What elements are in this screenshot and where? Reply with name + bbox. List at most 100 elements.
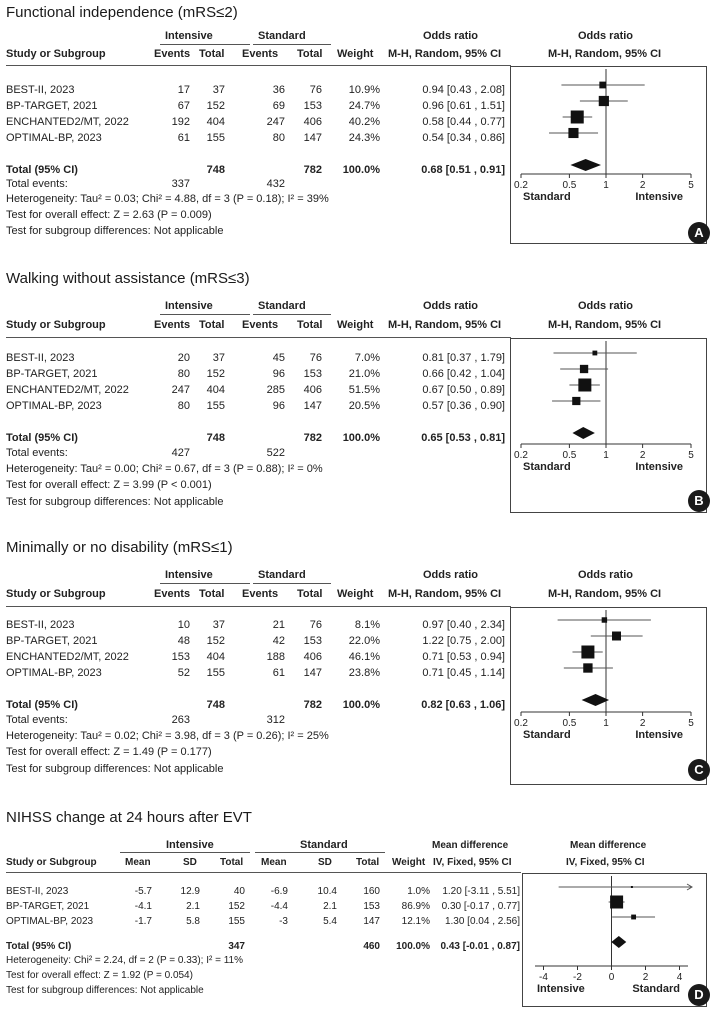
col-events-2: Events [242, 588, 279, 600]
x-tick-label: 0.2 [514, 180, 528, 191]
total-1: 155 [206, 667, 225, 679]
forest-plot-frame: -4 -2 0 2 4 Intensive Standard [522, 873, 707, 1007]
col-total-2: Total [297, 319, 323, 331]
total-2: 153 [303, 100, 322, 112]
study-name: BP-TARGET, 2021 [6, 100, 98, 112]
heterogeneity: Heterogeneity: Tau² = 0.02; Chi² = 3.98,… [6, 730, 329, 742]
estimate-ci: 0.97 [0.40 , 2.34] [422, 619, 505, 631]
x-tick-label: 4 [677, 972, 683, 983]
total-2: 147 [363, 916, 380, 927]
study-marker [631, 914, 637, 920]
study-marker [579, 364, 589, 374]
col-effect-method: M-H, Random, 95% CI [388, 319, 502, 331]
x-tick-label: 2 [640, 450, 646, 461]
weight: 20.5% [348, 400, 380, 412]
events-2: 45 [272, 352, 285, 364]
study-marker [581, 645, 595, 659]
forest-plot: 0.2 0.5 1 2 5 Standard Intensive [514, 610, 694, 741]
study-name: BEST-II, 2023 [6, 352, 75, 364]
col-study: Study or Subgroup [6, 588, 106, 600]
plot-effect-method: M-H, Random, 95% CI [548, 319, 662, 331]
events-2: 21 [272, 619, 285, 631]
total-1: 37 [212, 84, 225, 96]
total-events-2: 522 [266, 447, 285, 459]
weight: 1.0% [407, 886, 430, 897]
total-n1: 748 [206, 164, 225, 176]
col-total-2: Total [297, 588, 323, 600]
study-marker [601, 617, 608, 623]
events-2: 285 [266, 384, 285, 396]
weight: 40.2% [348, 116, 380, 128]
overall-effect: Test for overall effect: Z = 3.99 (P < 0… [6, 479, 212, 491]
total-estimate-ci: 0.65 [0.53 , 0.81] [421, 432, 505, 444]
events-2: 247 [266, 116, 285, 128]
events-2: 42 [272, 635, 285, 647]
study-name: BP-TARGET, 2021 [6, 368, 98, 380]
group2-header: Standard [300, 839, 348, 851]
total-weight: 100.0% [342, 164, 380, 176]
header-bottom-rule [6, 337, 511, 338]
forest-plot: 0.2 0.5 1 2 5 Standard Intensive [514, 69, 694, 203]
forest-plot: 0.2 0.5 1 2 5 Standard Intensive [514, 341, 694, 473]
total-n2: 782 [303, 432, 322, 444]
col-weight: Weight [337, 319, 374, 331]
panel-badge: D [688, 984, 710, 1006]
total-events-1: 427 [171, 447, 190, 459]
events-1: 67 [177, 100, 190, 112]
group2-header: Standard [258, 300, 306, 312]
total-2: 406 [303, 651, 322, 663]
header-rule-2 [253, 314, 331, 315]
total-1: 152 [228, 901, 245, 912]
forest-panel-d: NIHSS change at 24 hours after EVT Inten… [0, 806, 716, 1009]
mean-2: -3 [279, 916, 288, 927]
col-sd-2: SD [318, 857, 332, 868]
study-marker [568, 127, 579, 139]
events-1: 48 [177, 635, 190, 647]
col-total-2: Total [297, 48, 323, 60]
total-weight: 100.0% [342, 432, 380, 444]
total-estimate-ci: 0.82 [0.63 , 1.06] [421, 699, 505, 711]
total-weight: 100.0% [342, 699, 380, 711]
study-name: ENCHANTED2/MT, 2022 [6, 651, 129, 663]
sd-2: 2.1 [323, 901, 337, 912]
weight: 86.9% [401, 901, 430, 912]
group1-header: Intensive [166, 839, 214, 851]
col-study: Study or Subgroup [6, 319, 106, 331]
total-estimate-ci: 0.43 [-0.01 , 0.87] [440, 941, 521, 952]
total-1: 155 [206, 132, 225, 144]
estimate-ci: 0.57 [0.36 , 0.90] [422, 400, 505, 412]
total-events-2: 432 [266, 178, 285, 190]
estimate-ci: 0.58 [0.44 , 0.77] [422, 116, 505, 128]
total-2: 76 [309, 352, 322, 364]
total-2: 147 [303, 132, 322, 144]
study-marker [599, 81, 607, 89]
plot-effect-method: M-H, Random, 95% CI [548, 48, 662, 60]
study-marker [598, 95, 609, 107]
events-1: 20 [177, 352, 190, 364]
weight: 46.1% [348, 651, 380, 663]
study-name: OPTIMAL-BP, 2023 [6, 916, 94, 927]
study-name: BP-TARGET, 2021 [6, 901, 90, 912]
forest-plot: -4 -2 0 2 4 Intensive Standard [535, 876, 693, 995]
header-bottom-rule [6, 872, 521, 873]
study-marker [612, 631, 621, 641]
total-1: 404 [206, 384, 225, 396]
col-mean-2: Mean [261, 857, 287, 868]
estimate-ci: 0.71 [0.45 , 1.14] [422, 667, 505, 679]
total-diamond [611, 936, 627, 948]
total-label: Total (95% CI) [6, 699, 78, 711]
total-2: 153 [363, 901, 380, 912]
total-label: Total (95% CI) [6, 164, 78, 176]
total-label: Total (95% CI) [6, 432, 78, 444]
col-weight: Weight [337, 588, 374, 600]
subgroup-differences: Test for subgroup differences: Not appli… [6, 496, 224, 508]
events-1: 17 [177, 84, 190, 96]
events-1: 52 [177, 667, 190, 679]
col-study: Study or Subgroup [6, 857, 97, 868]
col-events-2: Events [242, 48, 279, 60]
sd-2: 5.4 [323, 916, 337, 927]
total-2: 406 [303, 384, 322, 396]
ci-arrow [686, 883, 693, 891]
estimate-ci: 1.30 [0.04 , 2.56] [444, 916, 520, 927]
mean-1: -5.7 [134, 886, 152, 897]
